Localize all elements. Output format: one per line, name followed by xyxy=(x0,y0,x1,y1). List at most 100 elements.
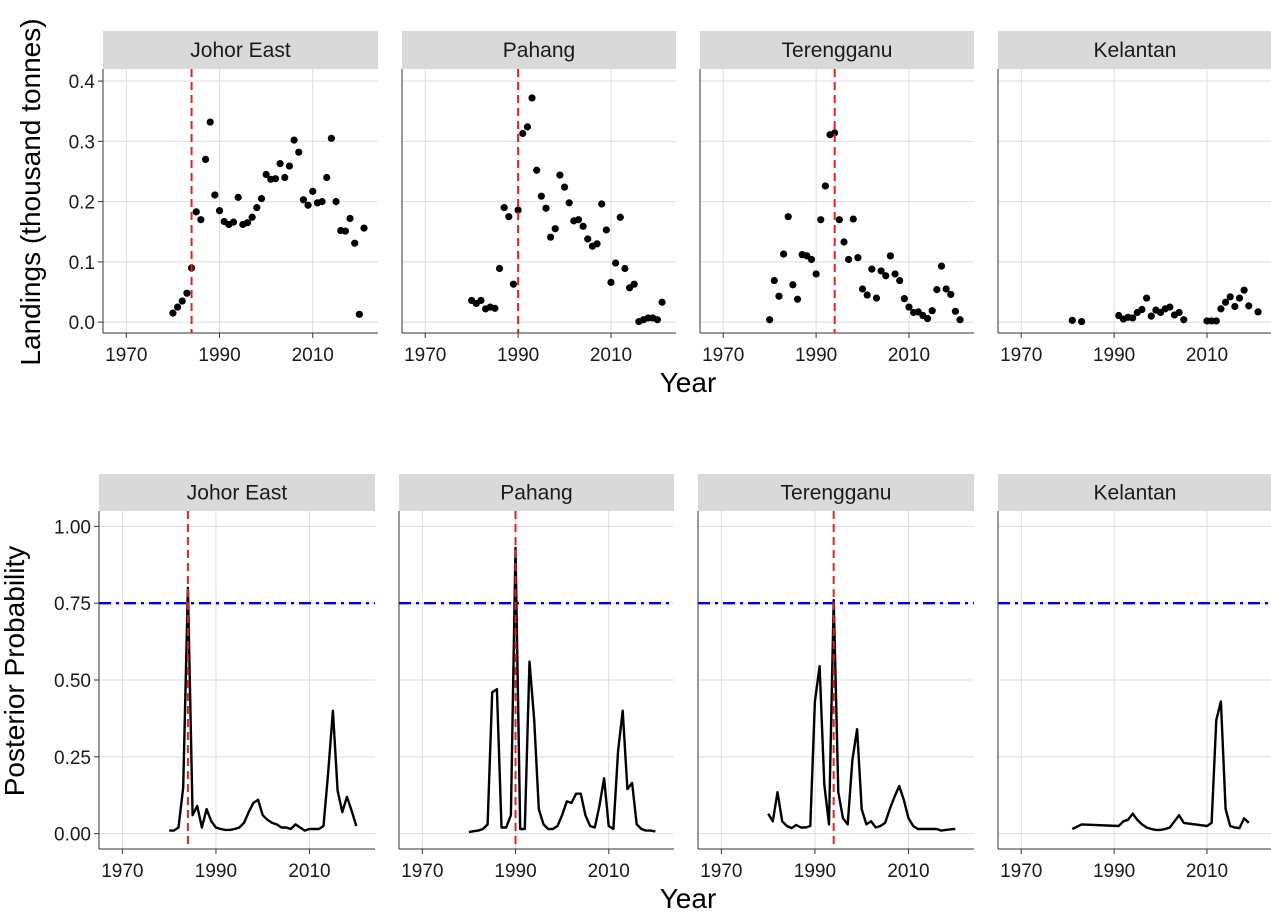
data-point xyxy=(360,224,368,232)
data-point xyxy=(812,270,820,278)
data-point xyxy=(304,201,312,209)
data-point xyxy=(621,264,629,273)
facet-strip xyxy=(402,31,676,69)
x-tick-label: 1990 xyxy=(195,861,237,882)
data-point xyxy=(607,278,615,286)
y-tick-label: 0.00 xyxy=(54,825,91,846)
panel-terengganu: Terengganu 1970 1990 2010 xyxy=(699,31,974,366)
data-point xyxy=(1147,312,1155,320)
data-point xyxy=(872,294,881,302)
data-point xyxy=(831,129,839,137)
facet-strip xyxy=(103,31,378,69)
data-point xyxy=(514,206,522,214)
landings-scatter-block: Johor East 1970 1990 2010 0.0 0.1 0.2 0.3 0.4 Pah… xyxy=(15,18,1271,398)
data-point xyxy=(206,118,214,126)
data-point xyxy=(1166,303,1174,311)
data-point xyxy=(285,162,294,170)
x-tick-label: 1970 xyxy=(101,861,143,882)
data-point xyxy=(956,316,964,324)
x-tick-label: 2010 xyxy=(288,861,330,882)
facet-strip xyxy=(698,474,974,511)
data-point xyxy=(1077,317,1086,326)
panel-kelantan: Kelantan 1970 1990 2010 xyxy=(997,474,1271,882)
data-point xyxy=(1212,317,1220,325)
data-point xyxy=(533,166,541,174)
data-point xyxy=(896,276,904,285)
probability-line xyxy=(169,586,358,832)
data-point xyxy=(770,276,778,285)
x-tick-label: 1970 xyxy=(1000,861,1042,882)
facet-strip xyxy=(998,474,1271,511)
data-point xyxy=(937,262,946,270)
data-point xyxy=(248,213,256,221)
data-point xyxy=(630,280,638,288)
data-point xyxy=(821,182,829,190)
data-point xyxy=(295,148,303,156)
x-tick-label: 1990 xyxy=(494,861,536,882)
data-point xyxy=(271,175,280,183)
data-point xyxy=(173,303,182,311)
data-point xyxy=(882,272,890,280)
data-point xyxy=(491,304,499,312)
data-point xyxy=(560,183,569,191)
data-point xyxy=(215,207,224,215)
data-point xyxy=(863,291,871,299)
data-point xyxy=(574,216,583,224)
data-point xyxy=(351,239,359,247)
data-point xyxy=(612,259,620,267)
x-tick-label: 1970 xyxy=(401,861,443,882)
data-point xyxy=(835,216,843,224)
x-tick-label: 1990 xyxy=(497,345,539,366)
data-point xyxy=(537,192,545,200)
y-tick-label: 0.4 xyxy=(69,72,96,93)
data-point xyxy=(789,281,797,289)
y-tick-label: 1.00 xyxy=(54,517,91,538)
data-point xyxy=(192,208,200,216)
data-point xyxy=(505,213,513,221)
data-point xyxy=(528,94,536,102)
data-point xyxy=(1235,294,1244,302)
data-point xyxy=(845,255,853,264)
y-tick-label: 0.25 xyxy=(54,748,91,769)
data-point xyxy=(519,129,527,138)
data-point xyxy=(341,227,349,235)
x-tick-label: 1990 xyxy=(795,345,837,366)
probability-line xyxy=(1071,700,1250,832)
data-point xyxy=(346,214,354,223)
x-tick-label: 1990 xyxy=(794,861,836,882)
facet-strip xyxy=(399,474,674,511)
data-point xyxy=(318,198,326,206)
data-point xyxy=(877,267,885,275)
data-point xyxy=(807,255,816,264)
data-point xyxy=(658,298,666,306)
data-point xyxy=(584,235,592,243)
data-point xyxy=(616,213,624,221)
x-tick-label: 1990 xyxy=(1093,345,1135,366)
data-point xyxy=(854,254,862,262)
y-axis-title: Landings (thousand tonnes) xyxy=(15,18,46,365)
facet-label: Kelantan xyxy=(1094,482,1177,505)
probability-line xyxy=(767,598,956,832)
panel-johor-east: Johor East 1970 1990 2010 0.0 0.1 0.2 0.3 0.4 xyxy=(69,31,378,366)
data-point xyxy=(234,193,242,201)
data-point xyxy=(243,219,252,227)
data-point xyxy=(900,295,908,303)
data-point xyxy=(262,170,270,179)
x-tick-label: 1970 xyxy=(700,861,742,882)
data-point xyxy=(891,270,899,278)
data-point xyxy=(947,290,955,299)
data-point xyxy=(1226,293,1234,301)
data-point xyxy=(355,310,363,318)
data-point xyxy=(817,216,825,224)
x-tick-label: 2010 xyxy=(888,345,930,366)
x-tick-label: 1970 xyxy=(702,345,744,366)
data-point xyxy=(1175,308,1183,317)
x-tick-label: 2010 xyxy=(292,345,334,366)
facet-label: Kelantan xyxy=(1094,39,1177,62)
data-point xyxy=(290,136,298,144)
posterior-probability-block: Johor East 1970 1990 2010 0.00 0.25 0.50 0.75 1.… xyxy=(0,474,1271,913)
data-point xyxy=(299,196,308,204)
data-point xyxy=(1180,316,1188,324)
facet-strip xyxy=(700,31,974,69)
x-tick-label: 1970 xyxy=(105,345,147,366)
